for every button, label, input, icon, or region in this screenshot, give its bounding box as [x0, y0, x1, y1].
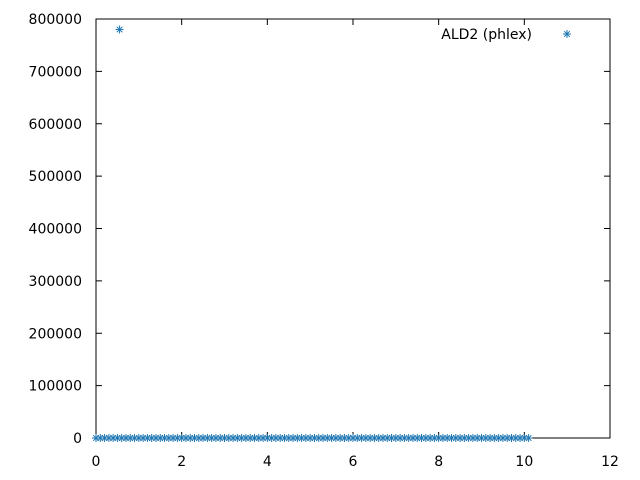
y-tick-label: 800000: [29, 12, 82, 28]
data-point: [524, 434, 533, 442]
x-tick-label: 10: [515, 454, 533, 470]
data-point-outlier: [115, 25, 124, 34]
y-tick-label: 0: [73, 431, 82, 447]
x-tick-label: 6: [349, 454, 358, 470]
x-tick-label: 0: [92, 454, 101, 470]
x-axis-ticks: 0 2 4 6 8 10 12: [92, 19, 619, 470]
x-tick-label: 8: [434, 454, 443, 470]
legend: ALD2 (phlex): [441, 27, 571, 43]
y-tick-label: 400000: [29, 222, 82, 238]
data-points: [92, 25, 533, 442]
x-tick-label: 2: [177, 454, 186, 470]
y-tick-label: 100000: [29, 379, 82, 395]
legend-label: ALD2 (phlex): [441, 27, 532, 43]
y-tick-label: 300000: [29, 274, 82, 290]
legend-marker-symbol: [563, 30, 571, 38]
x-tick-label: 12: [601, 454, 619, 470]
legend-marker: [563, 30, 571, 38]
y-tick-label: 600000: [29, 117, 82, 133]
y-tick-label: 200000: [29, 326, 82, 342]
plot-frame: [95, 18, 611, 439]
x-tick-label: 4: [263, 454, 272, 470]
y-tick-label: 500000: [29, 169, 82, 185]
y-axis-ticks: 0 100000 200000 300000 400000 500000 600000 700…: [29, 12, 610, 447]
y-tick-label: 700000: [29, 64, 82, 80]
